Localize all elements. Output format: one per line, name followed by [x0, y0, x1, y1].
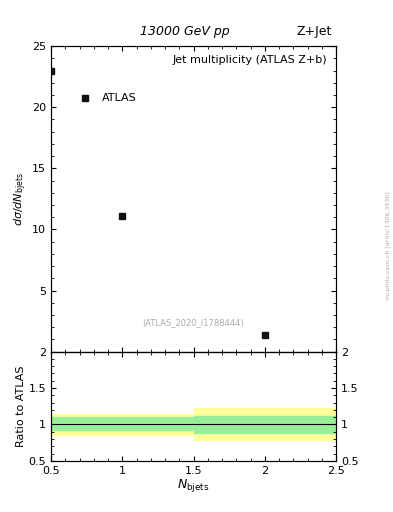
Y-axis label: $d\sigma/dN_{\mathregular{bjets}}$: $d\sigma/dN_{\mathregular{bjets}}$ — [13, 172, 29, 226]
Text: ATLAS: ATLAS — [102, 93, 137, 103]
Text: Z+Jet: Z+Jet — [297, 26, 332, 38]
Y-axis label: Ratio to ATLAS: Ratio to ATLAS — [16, 366, 26, 447]
Text: 13000 GeV pp: 13000 GeV pp — [140, 26, 230, 38]
Text: (ATLAS_2020_I1788444): (ATLAS_2020_I1788444) — [143, 318, 244, 327]
Text: Jet multiplicity (ATLAS Z+b): Jet multiplicity (ATLAS Z+b) — [173, 55, 327, 65]
X-axis label: $N_{\mathregular{bjets}}$: $N_{\mathregular{bjets}}$ — [177, 477, 210, 494]
Text: mcplots.cern.ch [arXiv:1306.3436]: mcplots.cern.ch [arXiv:1306.3436] — [386, 191, 391, 300]
